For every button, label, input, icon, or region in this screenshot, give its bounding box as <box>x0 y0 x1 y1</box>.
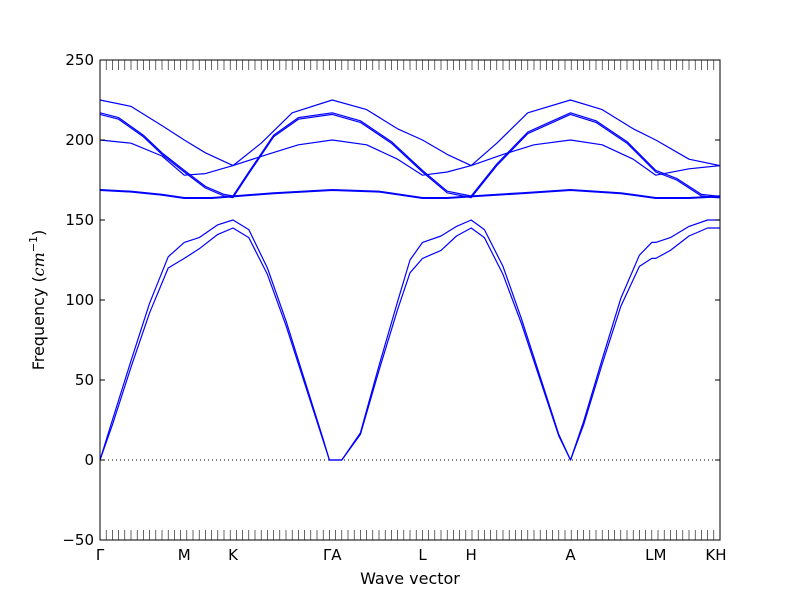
y-axis-label-exponent: −1 <box>27 236 40 252</box>
minor-ticks <box>99 60 721 540</box>
x-tick-label: K <box>228 546 239 564</box>
y-tick-label: 0 <box>84 451 94 469</box>
y-tick-label: 100 <box>65 291 94 309</box>
y-axis-label-close: ) <box>29 230 48 236</box>
x-tick-label: KH <box>705 546 726 564</box>
band-line-5 <box>100 112 720 197</box>
y-axis-label-text: Frequency ( <box>29 276 48 370</box>
x-tick-label: L <box>418 546 427 564</box>
x-tick-label: M <box>178 546 191 564</box>
band-line-1 <box>100 227 720 461</box>
band-line-6 <box>100 113 720 199</box>
y-ticks: −50 0 50 100 150 200 250 <box>62 51 720 549</box>
y-tick-label: 200 <box>65 131 94 149</box>
series-layer <box>100 99 720 461</box>
x-tick-label: Γ <box>96 546 105 564</box>
y-axis-label-unit: cm <box>29 252 48 276</box>
x-axis-label: Wave vector <box>360 569 460 588</box>
y-axis-label: Frequency (cm−1) <box>27 230 48 371</box>
band-line-4 <box>100 189 720 199</box>
band-line-2 <box>100 219 720 461</box>
band-line-3 <box>100 189 720 199</box>
x-tick-label: ΓA <box>323 546 342 564</box>
band-line-7 <box>100 139 720 176</box>
plot-frame <box>99 59 721 541</box>
y-tick-label: 250 <box>65 51 94 69</box>
x-tick-label: A <box>565 546 576 564</box>
y-tick-label: −50 <box>62 531 94 549</box>
x-ticks: Γ M K ΓA L H A LM KH <box>96 546 727 564</box>
x-tick-label: LM <box>645 546 666 564</box>
y-tick-label: 50 <box>75 371 94 389</box>
x-tick-label: H <box>466 546 477 564</box>
band-line-8 <box>100 99 720 167</box>
y-tick-label: 150 <box>65 211 94 229</box>
